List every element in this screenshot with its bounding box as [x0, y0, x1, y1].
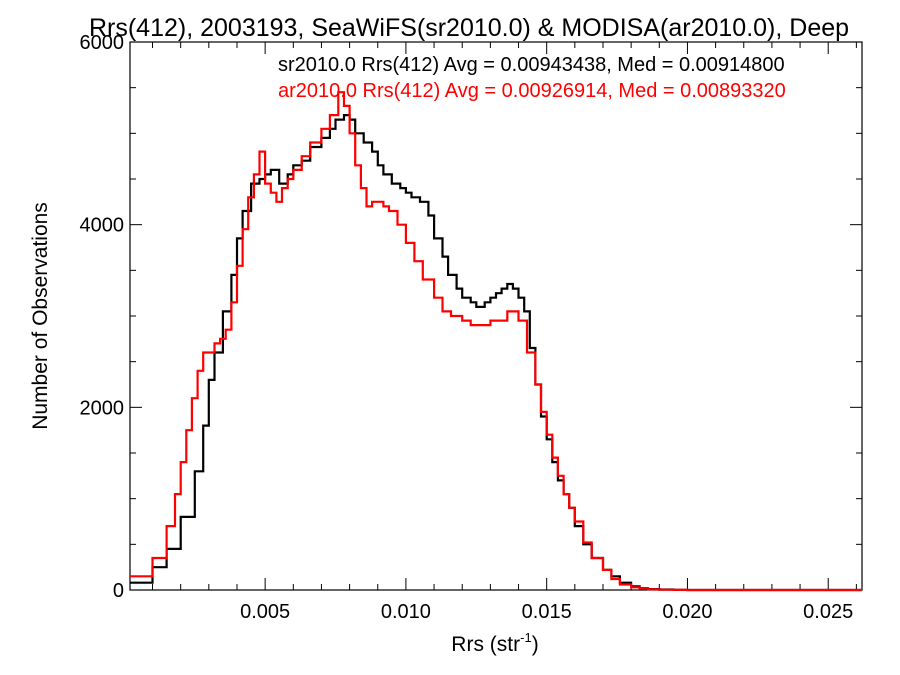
- x-axis-label-superscript: -1: [520, 630, 532, 645]
- y-tick-label: 0: [113, 580, 124, 602]
- legend-entry-ar2010: ar2010.0 Rrs(412) Avg = 0.00926914, Med …: [278, 80, 786, 102]
- series-line-1: [130, 91, 862, 592]
- series-line-0: [130, 114, 862, 592]
- x-tick-label: 0.015: [522, 601, 572, 623]
- x-axis-label: Rrs (str-1): [451, 630, 538, 656]
- x-tick-label: 0.010: [381, 601, 431, 623]
- plot-axes: 0.005 0.010 0.015 0.020 0.025 0 2000 4000 6000: [80, 32, 863, 623]
- x-axis-label-close: ): [532, 633, 539, 656]
- legend-entry-sr2010: sr2010.0 Rrs(412) Avg = 0.00943438, Med …: [278, 54, 785, 76]
- x-tick-label: 0.025: [803, 601, 853, 623]
- y-tick-label: 2000: [80, 397, 125, 419]
- plot-frame: [129, 41, 863, 591]
- x-axis-label-main: Rrs (str: [451, 633, 520, 656]
- chart-title: Rrs(412), 2003193, SeaWiFS(sr2010.0) & M…: [89, 14, 849, 42]
- x-tick-label: 0.005: [240, 601, 290, 623]
- series-layer: [130, 91, 862, 592]
- y-tick-label: 4000: [80, 215, 125, 237]
- y-axis-label: Number of Observations: [29, 202, 52, 430]
- x-tick-label: 0.020: [662, 601, 712, 623]
- y-tick-label: 6000: [80, 32, 125, 54]
